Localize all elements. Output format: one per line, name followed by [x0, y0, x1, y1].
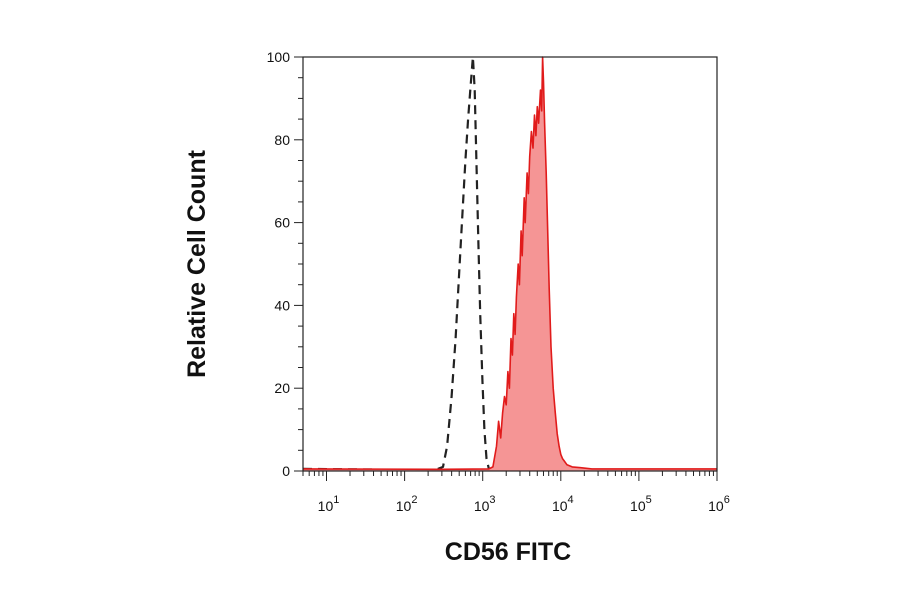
- x-tick-label: 104: [552, 494, 574, 514]
- y-tick-label: 100: [267, 49, 291, 65]
- y-tick-label: 0: [282, 463, 290, 479]
- series-line-control: [302, 55, 493, 472]
- y-tick-label: 20: [274, 380, 290, 396]
- x-tick-label: 106: [708, 494, 730, 514]
- x-tick-label: 102: [396, 494, 418, 514]
- series-line-sample: [302, 56, 717, 471]
- y-tick-label: 40: [274, 297, 290, 313]
- x-tick-label: 103: [474, 494, 496, 514]
- y-tick-label: 60: [274, 215, 290, 231]
- y-axis-title: Relative Cell Count: [183, 149, 211, 377]
- x-axis-title: CD56 FITC: [445, 538, 571, 566]
- series-fill-sample: [303, 57, 717, 471]
- x-tick-label: 105: [630, 494, 652, 514]
- x-tick-label: 101: [318, 494, 340, 514]
- y-tick-label: 80: [274, 132, 290, 148]
